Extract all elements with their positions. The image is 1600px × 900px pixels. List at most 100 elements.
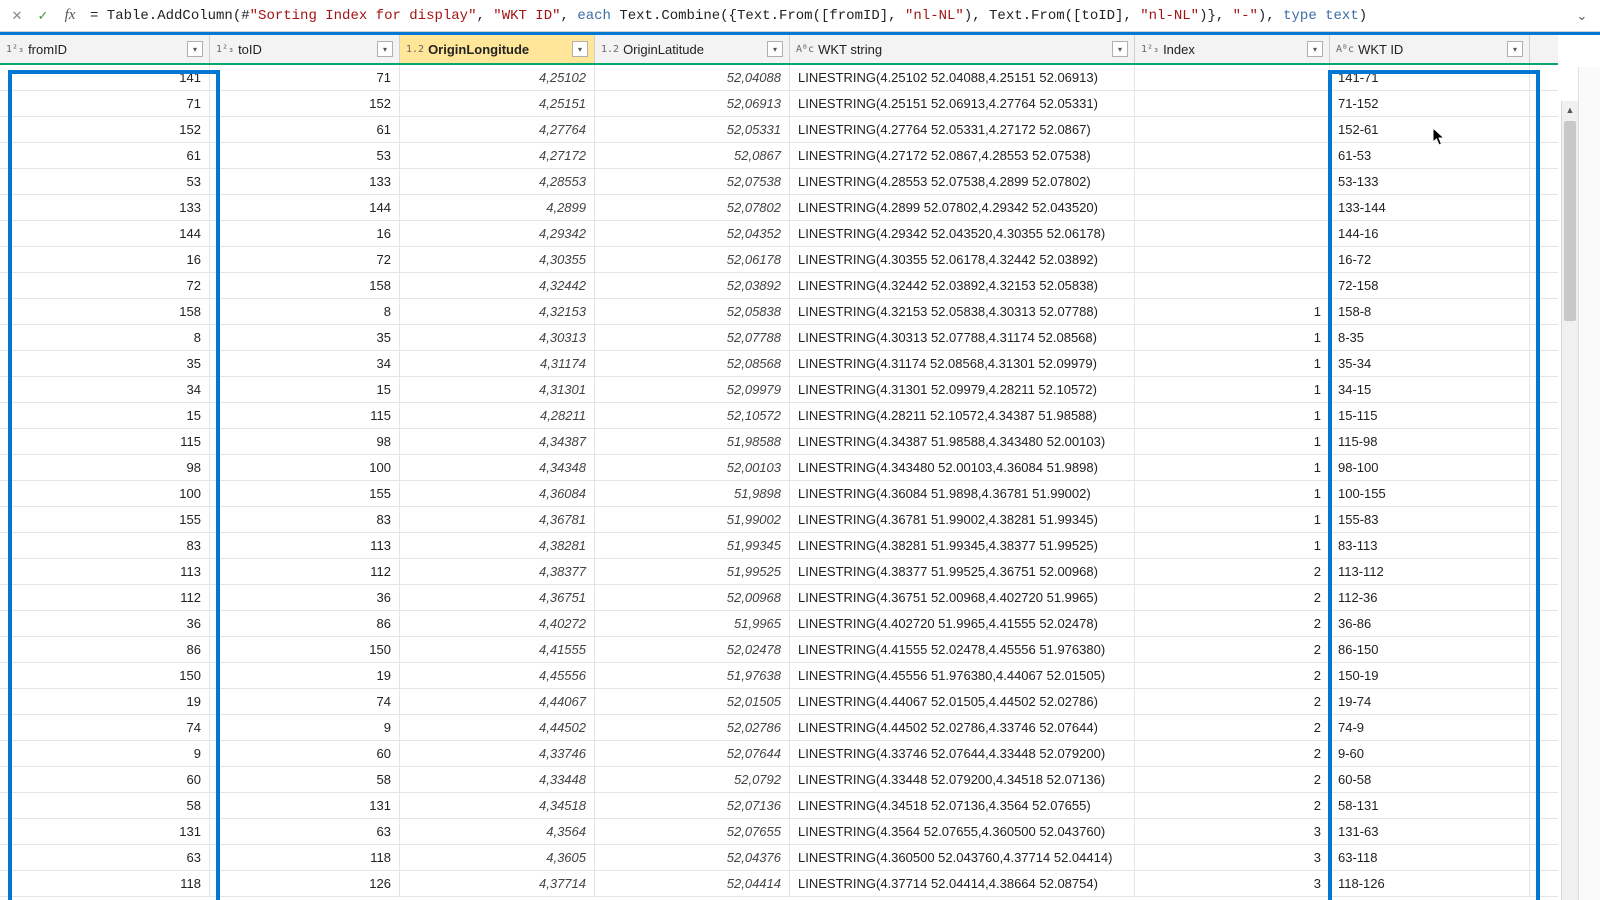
- cell-originlatitude[interactable]: 52,06913: [595, 91, 790, 116]
- cell-index[interactable]: 3: [1135, 819, 1330, 844]
- cell-originlongitude[interactable]: 4,29342: [400, 221, 595, 246]
- cell-originlatitude[interactable]: 52,02478: [595, 637, 790, 662]
- cell-toid[interactable]: 16: [210, 221, 400, 246]
- cell-toid[interactable]: 113: [210, 533, 400, 558]
- cell-wktid[interactable]: 72-158: [1330, 273, 1530, 298]
- table-row[interactable]: 60584,3344852,0792LINESTRING(4.33448 52.…: [0, 767, 1558, 793]
- table-row[interactable]: 1181264,3771452,04414LINESTRING(4.37714 …: [0, 871, 1558, 897]
- cell-wktid[interactable]: 158-8: [1330, 299, 1530, 324]
- cell-wktstring[interactable]: LINESTRING(4.44067 52.01505,4.44502 52.0…: [790, 689, 1135, 714]
- column-header-wktid[interactable]: AᴮcWKT ID▾: [1330, 35, 1530, 63]
- cell-wktstring[interactable]: LINESTRING(4.27172 52.0867,4.28553 52.07…: [790, 143, 1135, 168]
- cell-wktstring[interactable]: LINESTRING(4.32153 52.05838,4.30313 52.0…: [790, 299, 1135, 324]
- cell-originlongitude[interactable]: 4,38281: [400, 533, 595, 558]
- column-header-originlatitude[interactable]: 1.2OriginLatitude▾: [595, 35, 790, 63]
- table-row[interactable]: 131634,356452,07655LINESTRING(4.3564 52.…: [0, 819, 1558, 845]
- table-row[interactable]: 34154,3130152,09979LINESTRING(4.31301 52…: [0, 377, 1558, 403]
- cell-index[interactable]: 2: [1135, 663, 1330, 688]
- cell-originlatitude[interactable]: 52,07802: [595, 195, 790, 220]
- table-row[interactable]: 631184,360552,04376LINESTRING(4.360500 5…: [0, 845, 1558, 871]
- cell-toid[interactable]: 126: [210, 871, 400, 896]
- table-row[interactable]: 1131124,3837751,99525LINESTRING(4.38377 …: [0, 559, 1558, 585]
- column-header-index[interactable]: 1²₃Index▾: [1135, 35, 1330, 63]
- cell-index[interactable]: 2: [1135, 611, 1330, 636]
- cell-wktid[interactable]: 71-152: [1330, 91, 1530, 116]
- cell-wktstring[interactable]: LINESTRING(4.28211 52.10572,4.34387 51.9…: [790, 403, 1135, 428]
- cell-wktid[interactable]: 98-100: [1330, 455, 1530, 480]
- cell-index[interactable]: [1135, 143, 1330, 168]
- cell-wktid[interactable]: 53-133: [1330, 169, 1530, 194]
- cell-fromid[interactable]: 71: [0, 91, 210, 116]
- cell-originlongitude[interactable]: 4,27764: [400, 117, 595, 142]
- cell-originlongitude[interactable]: 4,31301: [400, 377, 595, 402]
- table-row[interactable]: 581314,3451852,07136LINESTRING(4.34518 5…: [0, 793, 1558, 819]
- cell-toid[interactable]: 58: [210, 767, 400, 792]
- cell-index[interactable]: 1: [1135, 507, 1330, 532]
- cell-wktid[interactable]: 36-86: [1330, 611, 1530, 636]
- cell-originlongitude[interactable]: 4,32442: [400, 273, 595, 298]
- cell-wktstring[interactable]: LINESTRING(4.31301 52.09979,4.28211 52.1…: [790, 377, 1135, 402]
- cell-wktid[interactable]: 152-61: [1330, 117, 1530, 142]
- table-row[interactable]: 150194,4555651,97638LINESTRING(4.45556 5…: [0, 663, 1558, 689]
- cell-originlatitude[interactable]: 51,99525: [595, 559, 790, 584]
- formula-accept-button[interactable]: ✓: [30, 3, 56, 29]
- table-row[interactable]: 144164,2934252,04352LINESTRING(4.29342 5…: [0, 221, 1558, 247]
- cell-fromid[interactable]: 131: [0, 819, 210, 844]
- cell-index[interactable]: 1: [1135, 533, 1330, 558]
- cell-originlatitude[interactable]: 52,08568: [595, 351, 790, 376]
- cell-wktstring[interactable]: LINESTRING(4.28553 52.07538,4.2899 52.07…: [790, 169, 1135, 194]
- cell-wktid[interactable]: 155-83: [1330, 507, 1530, 532]
- cell-wktstring[interactable]: LINESTRING(4.25151 52.06913,4.27764 52.0…: [790, 91, 1135, 116]
- cell-toid[interactable]: 71: [210, 65, 400, 90]
- cell-originlatitude[interactable]: 52,00103: [595, 455, 790, 480]
- cell-originlatitude[interactable]: 52,07788: [595, 325, 790, 350]
- formula-input[interactable]: = Table.AddColumn(#"Sorting Index for di…: [84, 8, 1568, 24]
- cell-wktstring[interactable]: LINESTRING(4.41555 52.02478,4.45556 51.9…: [790, 637, 1135, 662]
- table-row[interactable]: 9604,3374652,07644LINESTRING(4.33746 52.…: [0, 741, 1558, 767]
- cell-originlongitude[interactable]: 4,38377: [400, 559, 595, 584]
- cell-originlongitude[interactable]: 4,34348: [400, 455, 595, 480]
- cell-fromid[interactable]: 155: [0, 507, 210, 532]
- cell-originlatitude[interactable]: 52,07136: [595, 793, 790, 818]
- cell-originlongitude[interactable]: 4,41555: [400, 637, 595, 662]
- cell-originlatitude[interactable]: 51,97638: [595, 663, 790, 688]
- cell-index[interactable]: 1: [1135, 403, 1330, 428]
- cell-wktid[interactable]: 150-19: [1330, 663, 1530, 688]
- cell-index[interactable]: 1: [1135, 481, 1330, 506]
- cell-wktstring[interactable]: LINESTRING(4.360500 52.043760,4.37714 52…: [790, 845, 1135, 870]
- cell-wktid[interactable]: 8-35: [1330, 325, 1530, 350]
- column-header-wktstring[interactable]: AᴮcWKT string▾: [790, 35, 1135, 63]
- table-row[interactable]: 19744,4406752,01505LINESTRING(4.44067 52…: [0, 689, 1558, 715]
- cell-fromid[interactable]: 8: [0, 325, 210, 350]
- filter-dropdown-icon[interactable]: ▾: [1112, 41, 1128, 57]
- cell-fromid[interactable]: 35: [0, 351, 210, 376]
- cell-wktid[interactable]: 100-155: [1330, 481, 1530, 506]
- table-row[interactable]: 15884,3215352,05838LINESTRING(4.32153 52…: [0, 299, 1558, 325]
- table-row[interactable]: 115984,3438751,98588LINESTRING(4.34387 5…: [0, 429, 1558, 455]
- cell-wktid[interactable]: 60-58: [1330, 767, 1530, 792]
- cell-wktid[interactable]: 141-71: [1330, 65, 1530, 90]
- cell-originlatitude[interactable]: 52,03892: [595, 273, 790, 298]
- cell-originlongitude[interactable]: 4,3605: [400, 845, 595, 870]
- cell-wktstring[interactable]: LINESTRING(4.34518 52.07136,4.3564 52.07…: [790, 793, 1135, 818]
- cell-fromid[interactable]: 118: [0, 871, 210, 896]
- cell-wktstring[interactable]: LINESTRING(4.44502 52.02786,4.33746 52.0…: [790, 715, 1135, 740]
- cell-originlatitude[interactable]: 51,99002: [595, 507, 790, 532]
- cell-index[interactable]: 1: [1135, 325, 1330, 350]
- cell-toid[interactable]: 115: [210, 403, 400, 428]
- cell-index[interactable]: 2: [1135, 637, 1330, 662]
- cell-toid[interactable]: 72: [210, 247, 400, 272]
- cell-originlatitude[interactable]: 52,0792: [595, 767, 790, 792]
- table-row[interactable]: 8354,3031352,07788LINESTRING(4.30313 52.…: [0, 325, 1558, 351]
- cell-wktstring[interactable]: LINESTRING(4.33746 52.07644,4.33448 52.0…: [790, 741, 1135, 766]
- cell-wktstring[interactable]: LINESTRING(4.3564 52.07655,4.360500 52.0…: [790, 819, 1135, 844]
- cell-toid[interactable]: 36: [210, 585, 400, 610]
- cell-fromid[interactable]: 53: [0, 169, 210, 194]
- cell-toid[interactable]: 155: [210, 481, 400, 506]
- column-header-toid[interactable]: 1²₃toID▾: [210, 35, 400, 63]
- cell-wktid[interactable]: 74-9: [1330, 715, 1530, 740]
- cell-fromid[interactable]: 72: [0, 273, 210, 298]
- cell-wktid[interactable]: 63-118: [1330, 845, 1530, 870]
- cell-index[interactable]: 2: [1135, 793, 1330, 818]
- cell-wktstring[interactable]: LINESTRING(4.343480 52.00103,4.36084 51.…: [790, 455, 1135, 480]
